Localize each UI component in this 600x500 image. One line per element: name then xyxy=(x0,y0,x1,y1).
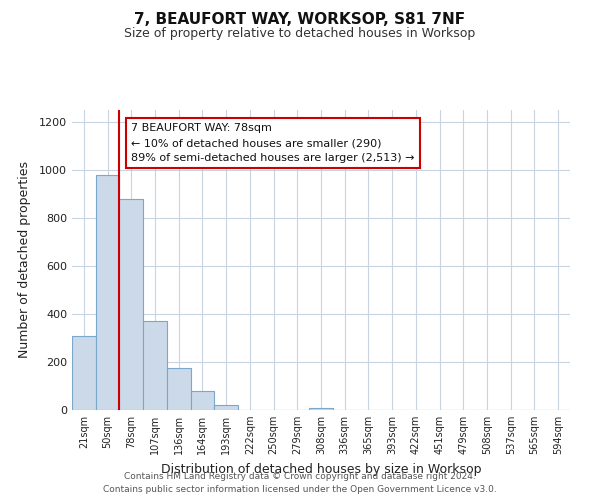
Text: Contains HM Land Registry data © Crown copyright and database right 2024.: Contains HM Land Registry data © Crown c… xyxy=(124,472,476,481)
Y-axis label: Number of detached properties: Number of detached properties xyxy=(17,162,31,358)
Bar xyxy=(119,199,143,410)
Bar xyxy=(96,175,119,410)
Bar xyxy=(214,405,238,410)
X-axis label: Distribution of detached houses by size in Worksop: Distribution of detached houses by size … xyxy=(161,462,481,475)
Text: Contains public sector information licensed under the Open Government Licence v3: Contains public sector information licen… xyxy=(103,485,497,494)
Bar xyxy=(309,408,333,410)
Bar xyxy=(191,391,214,410)
Text: 7, BEAUFORT WAY, WORKSOP, S81 7NF: 7, BEAUFORT WAY, WORKSOP, S81 7NF xyxy=(134,12,466,28)
Text: Size of property relative to detached houses in Worksop: Size of property relative to detached ho… xyxy=(124,28,476,40)
Text: 7 BEAUFORT WAY: 78sqm
← 10% of detached houses are smaller (290)
89% of semi-det: 7 BEAUFORT WAY: 78sqm ← 10% of detached … xyxy=(131,123,415,163)
Bar xyxy=(143,321,167,410)
Bar xyxy=(167,368,191,410)
Bar xyxy=(72,336,96,410)
